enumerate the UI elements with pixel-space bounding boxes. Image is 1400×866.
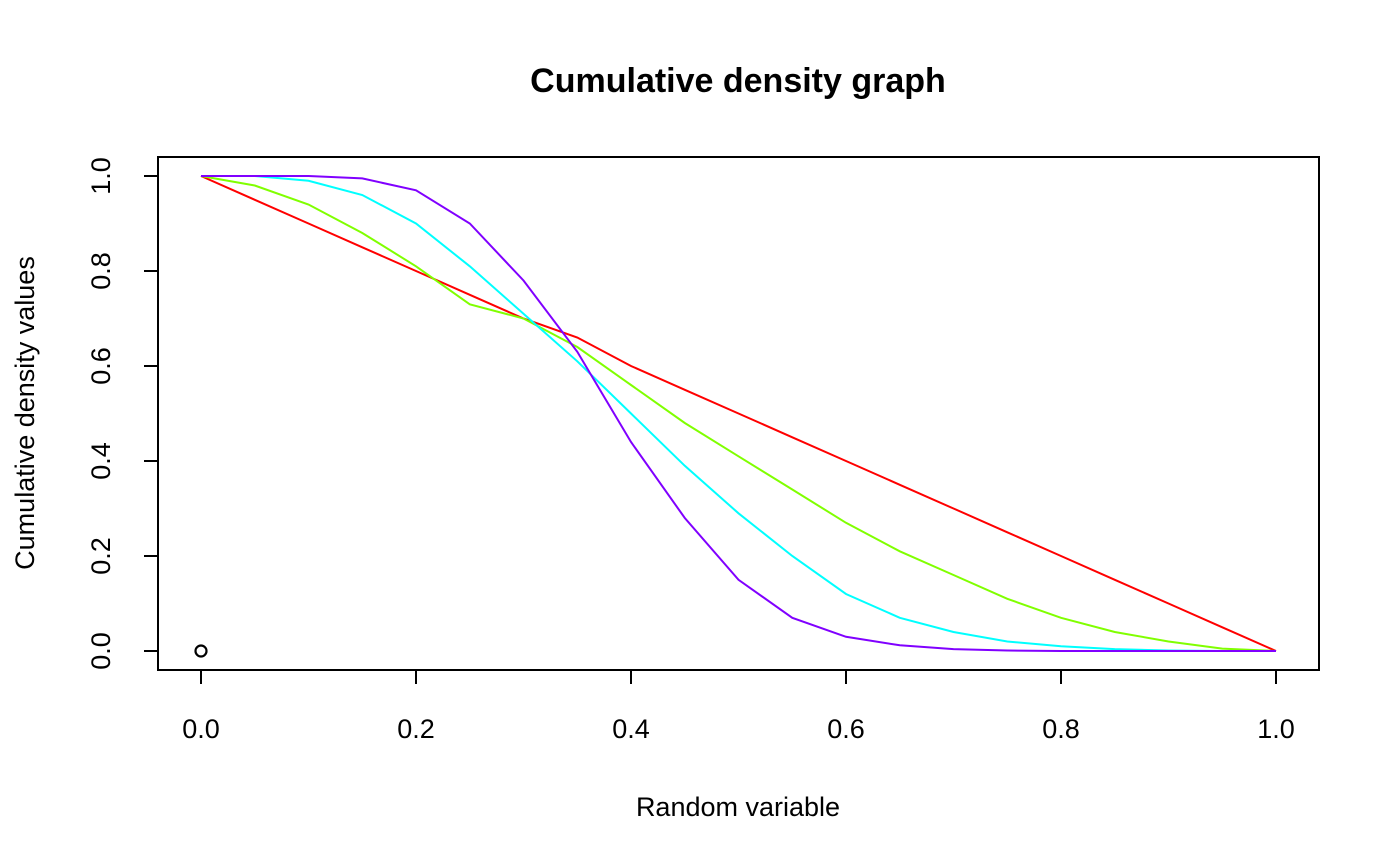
x-axis: 0.0 0.2 0.4 0.6 0.8 1.0 — [182, 669, 1295, 744]
y-tick-label: 0.4 — [86, 442, 116, 480]
series-line-2 — [200, 175, 1277, 652]
chart-title: Cumulative density graph — [530, 62, 946, 100]
series-line-4 — [201, 175, 1276, 652]
y-tick-label: 0.6 — [86, 347, 116, 385]
series-layer — [200, 175, 1277, 652]
y-tick-label: 0.0 — [86, 632, 116, 670]
series-line-3 — [201, 175, 1276, 652]
x-tick-label: 0.0 — [182, 714, 220, 744]
x-tick-label: 0.2 — [397, 714, 435, 744]
y-axis: 0.0 0.2 0.4 0.6 0.8 1.0 — [86, 157, 159, 670]
series-line-1 — [200, 175, 1277, 652]
y-tick-label: 1.0 — [86, 157, 116, 195]
y-axis-label: Cumulative density values — [10, 256, 40, 570]
x-tick-label: 0.6 — [827, 714, 865, 744]
y-tick-label: 0.8 — [86, 252, 116, 290]
y-tick-label: 0.2 — [86, 537, 116, 575]
x-tick-label: 1.0 — [1257, 714, 1295, 744]
points-layer — [194, 644, 208, 658]
x-tick-label: 0.8 — [1042, 714, 1080, 744]
x-tick-label: 0.4 — [612, 714, 650, 744]
data-point — [194, 644, 208, 658]
x-axis-label: Random variable — [636, 792, 840, 822]
